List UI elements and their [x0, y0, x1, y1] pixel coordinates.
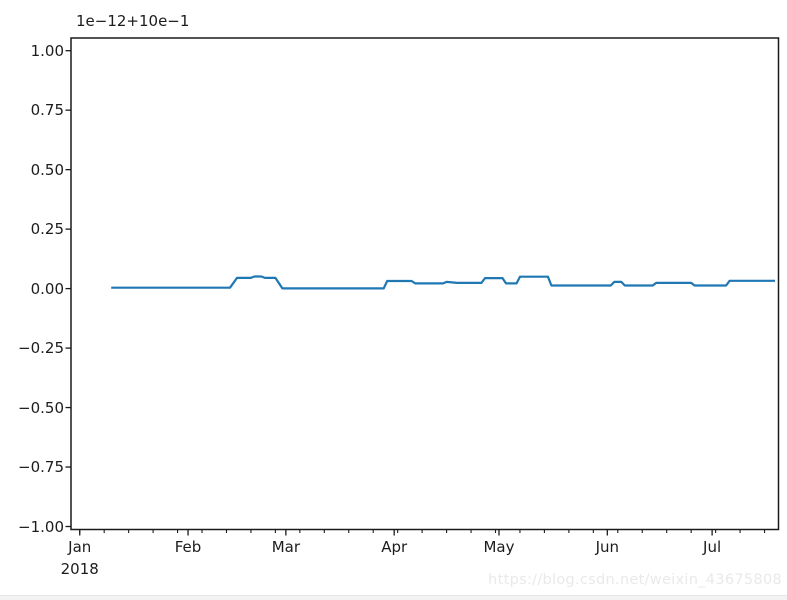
- x-tick-year: 2018: [60, 559, 99, 578]
- y-tick-label: −1.00: [18, 517, 64, 536]
- watermark-url: https://blog.csdn.net/weixin_43675808: [488, 572, 782, 588]
- x-tick-month: Jan: [68, 538, 92, 556]
- x-tick-label: Jan 2018: [32, 537, 128, 581]
- footer-bar: [0, 595, 787, 600]
- x-tick-month: May: [483, 538, 515, 556]
- x-tick-month: Feb: [174, 538, 202, 556]
- x-tick-month: Jun: [595, 538, 620, 556]
- y-tick-label: 0.00: [30, 279, 64, 298]
- x-tick-month: Apr: [381, 538, 408, 556]
- y-axis-offset-label: 1e−12+10e−1: [76, 12, 190, 30]
- axes-spines: [70, 37, 780, 531]
- x-tick-label: Apr: [346, 537, 442, 559]
- x-tick-label: Jun: [559, 537, 655, 559]
- y-tick-label: 1.00: [30, 41, 64, 60]
- x-tick-month: Jul: [703, 538, 722, 556]
- y-tick-label: −0.25: [18, 339, 64, 358]
- y-tick-label: −0.75: [18, 458, 64, 477]
- y-tick-label: 0.50: [30, 160, 64, 179]
- data-line: [111, 275, 775, 290]
- y-tick-label: 0.25: [30, 220, 64, 239]
- x-tick-label: May: [451, 537, 547, 559]
- x-tick-label: Feb: [140, 537, 236, 559]
- y-tick-label: −0.50: [18, 398, 64, 417]
- x-tick-month: Mar: [271, 538, 301, 556]
- x-tick-label: Jul: [664, 537, 760, 559]
- x-tick-label: Mar: [238, 537, 334, 559]
- y-tick-label: 0.75: [30, 101, 64, 120]
